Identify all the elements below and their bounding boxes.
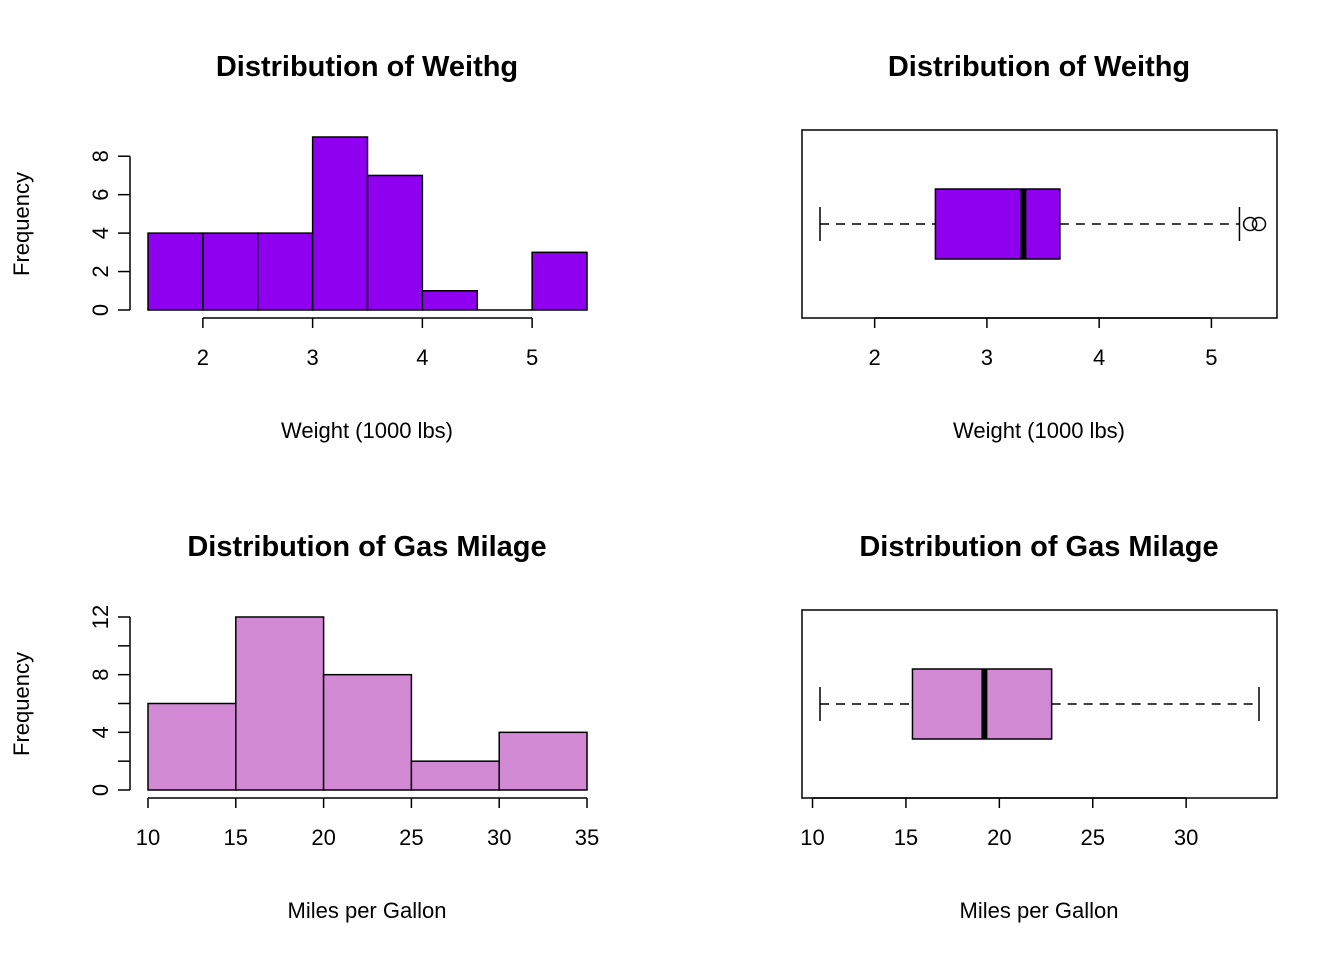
histogram-bar	[531, 251, 588, 311]
x-tick-label: 35	[575, 825, 599, 850]
weight-histogram-panel: Distribution of Weithg Weight (1000 lbs)…	[9, 51, 588, 443]
mpg-boxplot-xlabel: Miles per Gallon	[960, 898, 1119, 923]
x-tick-label: 5	[526, 345, 538, 370]
x-tick-label: 25	[1080, 825, 1104, 850]
x-tick-label: 15	[894, 825, 918, 850]
mpg-histogram-title: Distribution of Gas Milage	[187, 531, 546, 563]
weight-histogram-xlabel: Weight (1000 lbs)	[281, 418, 453, 443]
x-tick-label: 4	[416, 345, 428, 370]
iqr-box	[934, 188, 1061, 260]
x-tick-label: 20	[311, 825, 335, 850]
histogram-bar	[366, 174, 424, 311]
outlier-point	[1251, 216, 1267, 232]
y-tick-label: 8	[88, 150, 113, 162]
outlier-point	[1242, 216, 1258, 232]
x-tick-label: 30	[487, 825, 511, 850]
y-tick-label: 0	[88, 784, 113, 796]
x-tick-label: 5	[1205, 345, 1217, 370]
x-tick-label: 30	[1174, 825, 1198, 850]
histogram-bar	[257, 232, 314, 311]
mpg-boxplot-title: Distribution of Gas Milage	[859, 531, 1218, 563]
y-tick-label: 0	[88, 304, 113, 316]
weight-histogram-title: Distribution of Weithg	[216, 51, 518, 83]
histogram-bar	[147, 702, 237, 791]
histogram-bar	[410, 760, 500, 791]
y-tick-label: 4	[88, 227, 113, 239]
x-tick-label: 3	[307, 345, 319, 370]
mpg-boxplot-panel: Distribution of Gas Milage Miles per Gal…	[800, 531, 1278, 923]
mpg-histogram-ylabel: Frequency	[9, 652, 34, 756]
histogram-bar	[311, 136, 369, 311]
weight-boxplot-xlabel: Weight (1000 lbs)	[953, 418, 1125, 443]
y-tick-label: 12	[88, 605, 113, 629]
histogram-bar	[421, 290, 478, 311]
weight-histogram-ylabel: Frequency	[9, 172, 34, 276]
histogram-bar	[235, 616, 325, 791]
x-tick-label: 20	[987, 825, 1011, 850]
x-tick-label: 15	[224, 825, 248, 850]
x-tick-label: 3	[981, 345, 993, 370]
y-tick-label: 4	[88, 726, 113, 738]
weight-boxplot-title: Distribution of Weithg	[888, 51, 1190, 83]
histogram-bar	[147, 232, 204, 311]
y-tick-label: 8	[88, 669, 113, 681]
mpg-histogram-xlabel: Miles per Gallon	[288, 898, 447, 923]
x-tick-label: 2	[197, 345, 209, 370]
x-tick-label: 4	[1093, 345, 1105, 370]
mpg-histogram-panel: Distribution of Gas Milage Miles per Gal…	[9, 531, 599, 923]
y-tick-label: 2	[88, 265, 113, 277]
x-tick-label: 10	[800, 825, 824, 850]
x-tick-label: 25	[399, 825, 423, 850]
histogram-bar	[202, 232, 259, 311]
x-tick-label: 10	[136, 825, 160, 850]
y-tick-label: 6	[88, 189, 113, 201]
x-tick-label: 2	[869, 345, 881, 370]
histogram-bar	[322, 673, 413, 791]
weight-boxplot-panel: Distribution of Weithg Weight (1000 lbs)…	[801, 51, 1278, 443]
histogram-bar	[498, 731, 588, 791]
